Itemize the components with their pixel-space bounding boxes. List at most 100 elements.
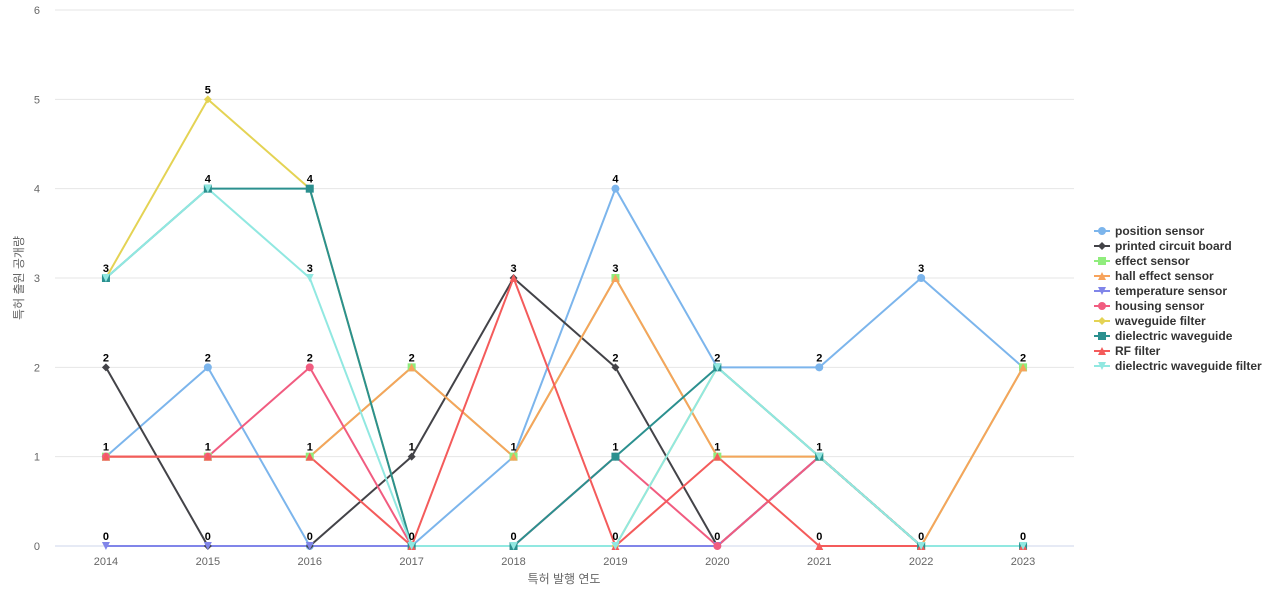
legend-swatch-icon (1094, 361, 1110, 370)
y-tick-label: 1 (34, 452, 40, 464)
data-label: 0 (409, 531, 415, 543)
series-line (104, 277, 1025, 547)
data-label: 3 (510, 263, 516, 275)
x-tick-label: 2016 (298, 556, 322, 568)
data-label: 0 (816, 531, 822, 543)
series-point (815, 542, 824, 550)
x-tick-label: 2015 (196, 556, 220, 568)
data-label: 0 (714, 531, 720, 543)
legend-item[interactable]: dielectric waveguide filter (1094, 358, 1262, 373)
legend-swatch-icon (1094, 346, 1110, 355)
series-point (1019, 542, 1028, 550)
series-point (713, 452, 722, 461)
y-axis-ticks: 0 1 2 3 4 5 6 (34, 5, 40, 553)
series-point (407, 542, 416, 550)
legend-label: waveguide filter (1115, 313, 1206, 328)
series-point (509, 542, 518, 550)
data-label: 2 (1020, 352, 1026, 364)
data-label: 2 (409, 352, 415, 364)
series-point (203, 542, 212, 550)
series-markers (101, 95, 1028, 550)
series-point (203, 184, 212, 193)
series-point (101, 542, 110, 550)
x-tick-label: 2014 (94, 556, 118, 568)
series-point (101, 274, 110, 282)
legend-label: effect sensor (1115, 253, 1190, 268)
data-label: 4 (307, 174, 314, 186)
legend-item[interactable]: position sensor (1094, 223, 1262, 238)
legend-swatch-icon (1094, 256, 1110, 265)
data-label: 1 (103, 442, 109, 454)
y-tick-label: 2 (34, 362, 40, 374)
series-lines (104, 98, 1025, 547)
x-axis-title: 특허 발행 연도 (528, 571, 601, 586)
series-point (203, 452, 212, 461)
legend-item[interactable]: housing sensor (1094, 298, 1262, 313)
legend-label: hall effect sensor (1115, 268, 1214, 283)
legend: position sensor printed circuit board effe… (1094, 223, 1262, 373)
series-point (815, 452, 824, 461)
series-point (1098, 361, 1106, 370)
series-point (305, 542, 314, 550)
legend-item[interactable]: waveguide filter (1094, 313, 1262, 328)
series-point (407, 363, 416, 372)
legend-item[interactable]: RF filter (1094, 343, 1262, 358)
series-point (101, 452, 110, 461)
series-point (1098, 346, 1106, 355)
data-label: 3 (918, 263, 924, 275)
series-point (1098, 331, 1106, 340)
legend-swatch-icon (1094, 331, 1110, 340)
y-tick-label: 6 (34, 5, 40, 17)
data-label: 2 (816, 352, 822, 364)
series-point (1098, 316, 1106, 325)
data-label: 3 (103, 263, 109, 275)
series-point (713, 542, 722, 550)
y-tick-label: 4 (34, 184, 40, 196)
data-label: 1 (612, 442, 618, 454)
legend-label: RF filter (1115, 343, 1161, 358)
series-point (101, 363, 110, 372)
series-point (509, 452, 518, 461)
data-labels: 3 2 1 0 5 4 2 1 0 4 3 2 1 0 2 1 0 3 1 0 4 3 2 1 0 2 1 0 2 1 0 3 0 2 0 (103, 84, 1026, 543)
data-label: 4 (205, 174, 212, 186)
legend-label: temperature sensor (1115, 283, 1228, 298)
data-label: 2 (612, 352, 618, 364)
data-label: 3 (307, 263, 313, 275)
legend-label: housing sensor (1115, 298, 1205, 313)
series-point (305, 363, 314, 372)
legend-item[interactable]: hall effect sensor (1094, 268, 1262, 283)
legend-swatch-icon (1094, 241, 1110, 250)
legend-item[interactable]: temperature sensor (1094, 283, 1262, 298)
legend-swatch-icon (1094, 286, 1110, 295)
x-tick-label: 2023 (1011, 556, 1035, 568)
legend-item[interactable]: effect sensor (1094, 253, 1262, 268)
series-point (407, 452, 416, 461)
data-label: 4 (612, 174, 619, 186)
x-tick-label: 2018 (501, 556, 525, 568)
data-label: 2 (103, 352, 109, 364)
data-label: 1 (205, 442, 211, 454)
legend-swatch-icon (1094, 271, 1110, 280)
data-label: 0 (1020, 531, 1026, 543)
series-point (611, 542, 620, 550)
y-tick-label: 5 (34, 94, 40, 106)
data-label: 2 (205, 352, 211, 364)
legend-label: printed circuit board (1115, 238, 1232, 253)
series-point (305, 184, 314, 193)
series-point (815, 363, 824, 372)
series-point (1098, 271, 1106, 280)
data-label: 0 (918, 531, 924, 543)
legend-item[interactable]: printed circuit board (1094, 238, 1262, 253)
series-point (305, 274, 314, 282)
series-point (611, 363, 620, 372)
data-label: 5 (205, 84, 211, 96)
series-point (1098, 226, 1106, 235)
legend-label: dielectric waveguide filter (1115, 358, 1262, 373)
legend-swatch-icon (1094, 226, 1110, 235)
series-point (917, 274, 926, 282)
series-point (611, 452, 620, 461)
legend-item[interactable]: dielectric waveguide (1094, 328, 1262, 343)
legend-swatch-icon (1094, 316, 1110, 325)
series-point (1098, 256, 1106, 265)
